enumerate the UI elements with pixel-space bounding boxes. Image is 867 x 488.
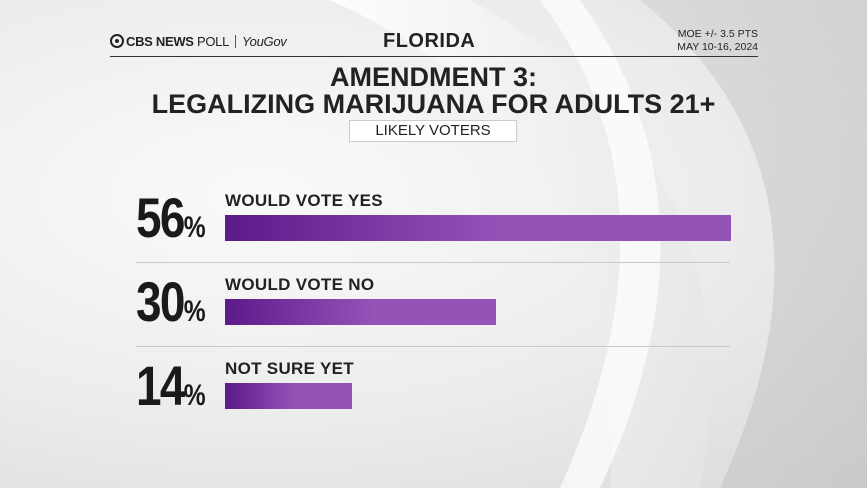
row-divider [136, 346, 730, 347]
value-number: 30 [136, 270, 185, 333]
value-number: 14 [136, 354, 185, 417]
category-label: WOULD VOTE NO [225, 275, 375, 294]
population-label: LIKELY VOTERS [349, 120, 517, 142]
value-number: 56 [136, 186, 185, 249]
chart-subtitle: LEGALIZING MARIJUANA FOR ADULTS 21+ [151, 89, 716, 119]
state-label: FLORIDA [383, 30, 476, 52]
value-label: 30% [136, 274, 206, 340]
value-label: 56% [136, 190, 206, 256]
percent-symbol: % [183, 379, 206, 412]
brand-logo: CBS NEWS POLL YouGov [110, 34, 287, 49]
poll-dates: MAY 10-16, 2024 [677, 41, 758, 53]
category-label: NOT SURE YET [225, 359, 354, 378]
bar [225, 215, 731, 241]
moe-text: MOE +/- 3.5 PTS [677, 28, 758, 40]
value-label: 14% [136, 358, 206, 424]
header: CBS NEWS POLL YouGov FLORIDA MOE +/- 3.5 … [110, 28, 758, 56]
brand-poll-text: POLL [196, 34, 230, 49]
bar [225, 383, 352, 409]
percent-symbol: % [183, 211, 206, 244]
brand-separator [235, 35, 237, 48]
chart-title: AMENDMENT 3: [330, 62, 537, 92]
margin-of-error: MOE +/- 3.5 PTS MAY 10-16, 2024 [677, 28, 758, 54]
header-divider [110, 56, 758, 57]
brand-cbs-text: CBS NEWS [126, 34, 194, 49]
bar [225, 299, 496, 325]
cbs-eye-icon [110, 34, 124, 48]
percent-symbol: % [183, 295, 206, 328]
category-label: WOULD VOTE YES [225, 191, 383, 210]
brand-yougov-text: YouGov [242, 34, 287, 49]
row-divider [136, 262, 730, 263]
